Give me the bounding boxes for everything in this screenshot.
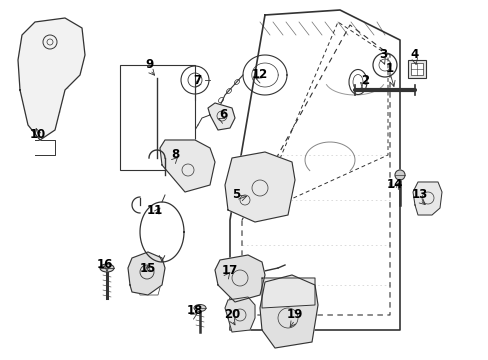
Bar bbox=[120, 65, 195, 170]
Bar bbox=[410, 63, 422, 75]
Ellipse shape bbox=[100, 264, 114, 272]
Circle shape bbox=[394, 170, 404, 180]
Text: 1: 1 bbox=[385, 62, 393, 75]
Ellipse shape bbox=[194, 305, 205, 311]
Text: 6: 6 bbox=[219, 108, 226, 122]
Polygon shape bbox=[262, 278, 314, 308]
Bar bbox=[407, 60, 425, 78]
Text: 5: 5 bbox=[231, 189, 240, 202]
Polygon shape bbox=[128, 252, 164, 295]
Text: 15: 15 bbox=[140, 261, 156, 274]
Text: 11: 11 bbox=[146, 203, 163, 216]
Text: 20: 20 bbox=[224, 309, 240, 321]
Text: 2: 2 bbox=[360, 73, 368, 86]
Text: 7: 7 bbox=[193, 73, 201, 86]
Text: 16: 16 bbox=[97, 258, 113, 271]
Text: 10: 10 bbox=[30, 129, 46, 141]
Text: 3: 3 bbox=[378, 49, 386, 62]
Polygon shape bbox=[412, 182, 441, 215]
Text: 14: 14 bbox=[386, 179, 403, 192]
Text: 18: 18 bbox=[186, 303, 203, 316]
Polygon shape bbox=[18, 18, 85, 140]
Polygon shape bbox=[160, 140, 215, 192]
Text: 12: 12 bbox=[251, 68, 267, 81]
Text: 9: 9 bbox=[145, 58, 154, 72]
Text: 13: 13 bbox=[411, 189, 427, 202]
Polygon shape bbox=[215, 255, 264, 302]
Text: 17: 17 bbox=[222, 264, 238, 276]
Text: 19: 19 bbox=[286, 309, 303, 321]
Polygon shape bbox=[224, 152, 294, 222]
Text: 4: 4 bbox=[410, 49, 418, 62]
Polygon shape bbox=[260, 275, 317, 348]
Text: 8: 8 bbox=[170, 148, 179, 162]
Polygon shape bbox=[224, 297, 254, 332]
Polygon shape bbox=[207, 103, 235, 130]
